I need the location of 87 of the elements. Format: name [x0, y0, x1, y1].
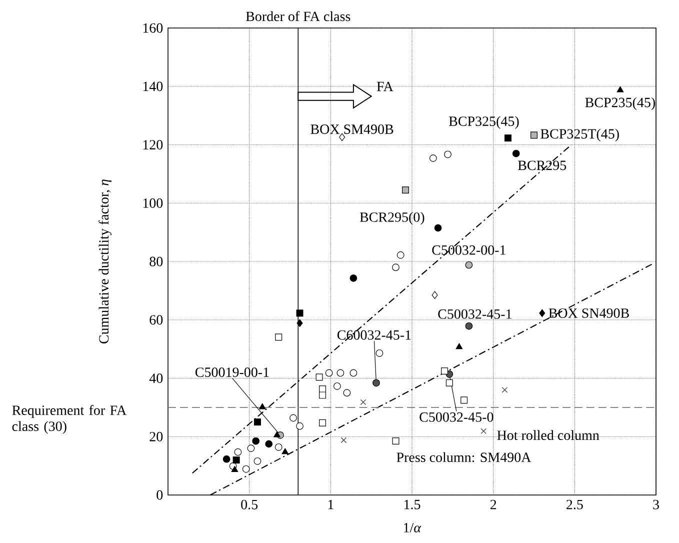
point: [340, 437, 347, 444]
point: [231, 466, 238, 472]
point: [290, 414, 297, 422]
annotation: C50032-00-1: [432, 245, 506, 255]
x-axis-title: 1/α: [404, 522, 422, 532]
x-tick-label: 1.5: [404, 500, 420, 510]
point: [252, 437, 260, 445]
point: [222, 455, 230, 463]
point: [512, 150, 520, 158]
point: [441, 367, 448, 374]
annotation: C50032-45-1: [438, 309, 512, 319]
point: [480, 428, 487, 434]
point: [446, 379, 453, 386]
point: [343, 389, 351, 397]
point: [429, 154, 437, 162]
point: [465, 261, 473, 269]
x-tick-label: 3: [653, 500, 659, 510]
annotation: FA: [376, 82, 394, 92]
point: [333, 382, 341, 390]
point: [456, 343, 463, 350]
annotation: BCP325(45): [448, 116, 519, 129]
point: [234, 448, 242, 456]
annotation: BCR295(0): [360, 212, 424, 225]
y-tick-label: 80: [150, 256, 163, 266]
y-tick-label: 40: [149, 374, 163, 383]
point: [316, 374, 323, 381]
point: [274, 443, 282, 451]
point: [296, 422, 304, 430]
point: [539, 309, 546, 318]
y-tick-label: 20: [150, 432, 163, 442]
point: [242, 465, 250, 473]
annotation: C50032-45-0: [420, 412, 494, 422]
point: [296, 310, 304, 317]
point: [465, 322, 473, 330]
point: [502, 386, 508, 393]
annotation: Hot rolled column: [497, 430, 600, 440]
point: [392, 438, 400, 444]
point: [350, 369, 358, 377]
point: [402, 186, 409, 194]
point: [232, 456, 240, 464]
point: [275, 334, 282, 341]
point: [530, 132, 538, 139]
annotation: C50019-00-1: [195, 368, 269, 377]
point: [274, 431, 280, 438]
point: [339, 133, 346, 142]
annotation: BCP325T(45): [540, 128, 619, 142]
x-tick-label: 0.5: [241, 500, 258, 510]
point: [360, 399, 366, 406]
y-tick-label: 60: [150, 315, 163, 325]
point: [336, 369, 344, 377]
point: [434, 224, 442, 232]
point: [350, 274, 358, 282]
y-tick-label: 160: [143, 23, 163, 33]
ref-line-label: Border of FA class: [246, 11, 350, 22]
point: [254, 457, 262, 465]
x-tick-label: 2.5: [566, 500, 583, 510]
annotation: BOX SM490B: [310, 124, 394, 134]
point: [247, 444, 255, 452]
point: [372, 379, 380, 387]
point: [504, 134, 512, 142]
point: [460, 396, 468, 404]
y-tick-label: 0: [156, 490, 163, 500]
point: [444, 150, 452, 158]
ref-line-label: Requirement for FA class (30): [12, 405, 127, 434]
point: [616, 86, 624, 92]
point: [392, 264, 400, 272]
y-tick-label: 120: [143, 140, 163, 150]
point: [319, 392, 326, 399]
point: [282, 448, 289, 454]
y-axis-title: Cumulative ductility factor, η: [98, 180, 112, 344]
point: [325, 369, 333, 377]
x-tick-label: 1: [328, 500, 334, 510]
y-tick-label: 100: [143, 198, 163, 208]
point: [296, 319, 303, 327]
annotation: BCR295: [518, 160, 566, 170]
point: [319, 419, 326, 426]
point: [432, 291, 438, 299]
annotation: BCP235(45): [585, 97, 655, 110]
point: [258, 403, 266, 410]
point: [376, 349, 384, 357]
y-tick-label: 140: [143, 82, 163, 92]
annotation: Press column: SM490A: [396, 452, 532, 462]
point: [254, 418, 261, 426]
point: [265, 440, 273, 448]
point: [396, 251, 404, 259]
x-tick-label: 2: [490, 500, 496, 510]
annotation: C60032-45-1: [337, 330, 411, 340]
